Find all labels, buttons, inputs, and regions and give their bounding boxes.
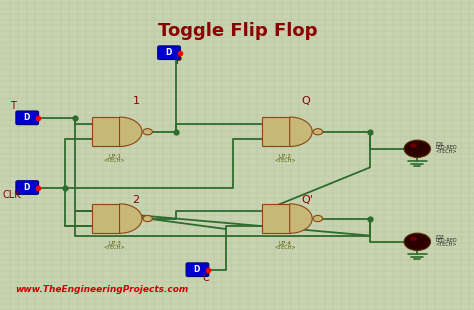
Text: D: D	[165, 48, 171, 57]
Text: LED-RED: LED-RED	[435, 238, 457, 243]
Text: LED-RED: LED-RED	[435, 145, 457, 150]
Bar	[92, 204, 119, 233]
Circle shape	[410, 237, 417, 241]
Text: D: D	[23, 183, 29, 192]
Text: <TECH>: <TECH>	[104, 158, 126, 163]
Text: U7:2: U7:2	[278, 154, 292, 159]
FancyBboxPatch shape	[186, 263, 209, 277]
Text: C: C	[202, 272, 209, 282]
FancyBboxPatch shape	[16, 181, 38, 194]
Circle shape	[313, 215, 323, 222]
Text: <TECH>: <TECH>	[435, 149, 457, 154]
Text: 2: 2	[132, 195, 139, 205]
FancyBboxPatch shape	[158, 46, 181, 60]
Text: D: D	[23, 113, 29, 122]
Text: D1: D1	[435, 142, 444, 147]
Polygon shape	[290, 204, 312, 233]
Polygon shape	[119, 117, 142, 147]
Text: Q: Q	[302, 96, 310, 106]
Text: D2: D2	[435, 235, 444, 240]
Circle shape	[404, 233, 430, 250]
Text: <TECH>: <TECH>	[274, 245, 296, 250]
Bar	[263, 204, 290, 233]
FancyBboxPatch shape	[16, 111, 38, 125]
Text: Q': Q'	[301, 195, 313, 205]
Text: CLK: CLK	[2, 190, 21, 200]
Text: Toggle Flip Flop: Toggle Flip Flop	[158, 22, 318, 40]
Circle shape	[143, 215, 153, 222]
Polygon shape	[119, 204, 142, 233]
Bar	[92, 117, 119, 147]
Text: T: T	[10, 101, 16, 111]
Text: D: D	[193, 265, 200, 274]
Text: U7:3: U7:3	[108, 241, 121, 246]
Text: 1: 1	[132, 96, 139, 106]
Polygon shape	[290, 117, 312, 147]
Circle shape	[313, 129, 323, 135]
Text: P: P	[175, 55, 182, 65]
Circle shape	[410, 144, 417, 148]
Bar	[263, 117, 290, 147]
Text: <TECH>: <TECH>	[435, 242, 457, 247]
Circle shape	[404, 140, 430, 157]
Text: <TECH>: <TECH>	[104, 245, 126, 250]
Text: <TECH>: <TECH>	[274, 158, 296, 163]
Text: www.TheEngineeringProjects.com: www.TheEngineeringProjects.com	[16, 286, 189, 294]
Text: U7:1: U7:1	[108, 154, 121, 159]
Text: U7:4: U7:4	[278, 241, 292, 246]
Circle shape	[143, 129, 153, 135]
